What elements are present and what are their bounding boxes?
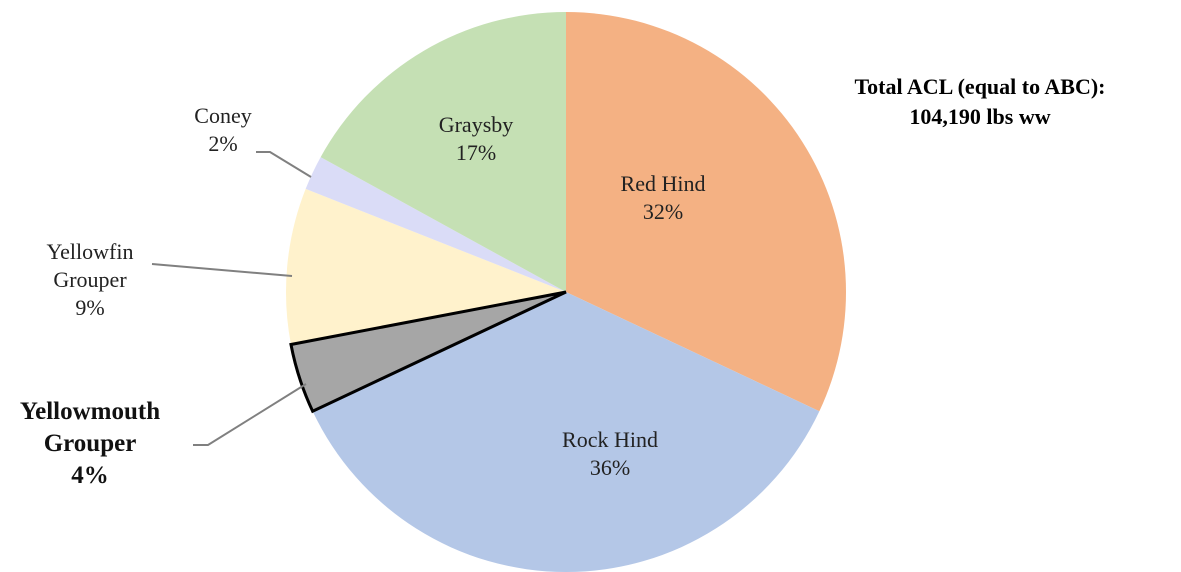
slice-value-label: 2% [208,131,238,156]
slice-label: Red Hind [620,171,706,196]
slice-label: Graysby [438,112,514,137]
leader-line [256,151,312,178]
slice-value-label: 17% [455,140,497,165]
annotation: Total ACL (equal to ABC): [854,74,1106,99]
slice-value-label: 32% [642,199,684,224]
pie-slice [289,290,567,414]
slice-value-label: 36% [589,455,631,480]
pie-slice [312,292,820,572]
pie-slice [320,12,566,292]
slice-value-label: 9% [75,295,105,320]
leader-line [151,263,293,277]
pie-slice [305,157,566,292]
leader-line [193,383,307,446]
slice-label: Yellowmouth Grouper [19,398,161,457]
pie-slice [566,12,846,412]
annotation: 104,190 lbs ww [909,104,1051,129]
pie-slice [286,188,566,345]
slice-label: Coney [194,103,252,128]
slice-label: Yellowfin Grouper [46,239,134,292]
slice-label: Rock Hind [562,427,658,452]
slice-value-label: 4% [71,462,109,489]
